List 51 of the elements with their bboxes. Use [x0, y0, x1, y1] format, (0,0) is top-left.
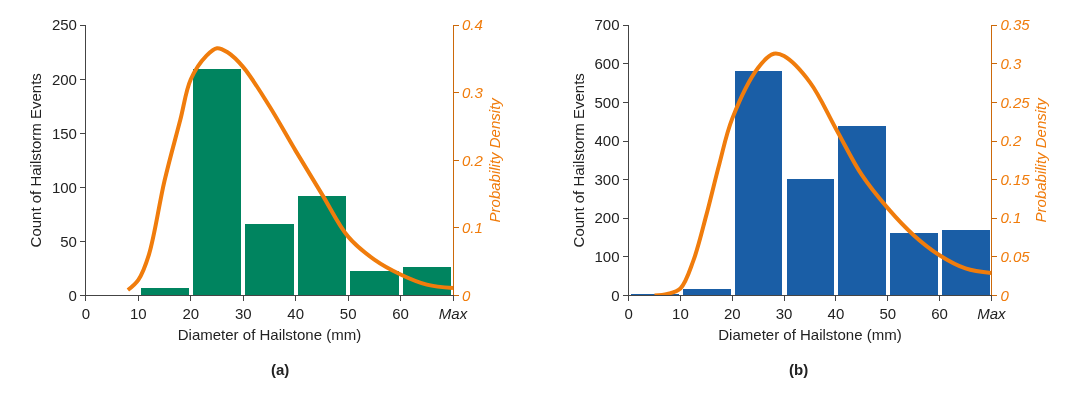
y-axis-title: Count of Hailstorm Events — [27, 73, 45, 248]
y-tick-label: 600 — [594, 55, 620, 73]
x-tick-label: 40 — [827, 305, 845, 323]
x-tick-label: 10 — [672, 305, 689, 323]
text: (a) — [271, 361, 290, 378]
y2-tick-label: 0.35 — [1000, 16, 1031, 34]
x-tick-label: 30 — [234, 305, 252, 323]
y2-tick-label: 0.25 — [1000, 93, 1031, 111]
x-tick-label: 20 — [723, 305, 741, 323]
x-axis-title: Diameter of Hailstone (mm) — [177, 326, 362, 344]
y-tick-label: 100 — [51, 178, 77, 196]
x-tick-label: 20 — [182, 305, 200, 323]
y-tick-label: 200 — [594, 209, 620, 227]
y2-tick-label: 0 — [1000, 286, 1010, 304]
x-tick-label: 60 — [392, 305, 409, 323]
y2-axis-title: Probability Density — [1032, 96, 1050, 223]
y-axis-title: Count of Hailstorm Events — [569, 73, 587, 248]
y-tick-label: 400 — [594, 132, 620, 150]
y2-tick-label: 0.1 — [462, 219, 483, 237]
x-tick-label: 10 — [130, 305, 147, 323]
y2-tick-label: 0.3 — [462, 84, 484, 102]
y2-tick-label: 0.15 — [1000, 170, 1031, 188]
y2-tick-label: 0.2 — [1000, 132, 1022, 150]
y-tick-label: 200 — [51, 70, 77, 88]
y2-tick-label: 0.2 — [462, 151, 484, 169]
x-tick-label: 40 — [287, 305, 305, 323]
x-tick-label: 60 — [931, 305, 948, 323]
y-tick-label: 0 — [68, 286, 77, 304]
y2-tick-label: 0.05 — [1000, 248, 1031, 266]
y-tick-label: 500 — [594, 93, 620, 111]
x-axis-title: Diameter of Hailstone (mm) — [718, 326, 902, 344]
y-tick-label: 50 — [60, 232, 77, 250]
x-tick-label: 0 — [624, 305, 633, 323]
y-tick-label: 150 — [51, 124, 77, 142]
x-tick-label: Max — [977, 305, 1007, 323]
y2-tick-label: 0.1 — [1000, 209, 1022, 227]
y-tick-label: 700 — [594, 16, 620, 34]
y-tick-label: 100 — [594, 248, 620, 266]
y2-tick-label: 0.4 — [462, 16, 483, 34]
x-tick-label: Max — [438, 305, 468, 323]
x-tick-label: 30 — [775, 305, 793, 323]
y-tick-label: 300 — [594, 170, 620, 188]
y-tick-label: 250 — [51, 16, 77, 34]
text: (b) — [789, 361, 809, 378]
x-tick-label: 50 — [879, 305, 897, 323]
y2-tick-label: 0.3 — [1000, 55, 1022, 73]
x-tick-label: 0 — [81, 305, 91, 323]
y2-axis-title: Probability Density — [485, 96, 503, 223]
x-tick-label: 50 — [339, 305, 357, 323]
y-tick-label: 0 — [611, 286, 620, 304]
y2-tick-label: 0 — [462, 286, 472, 304]
